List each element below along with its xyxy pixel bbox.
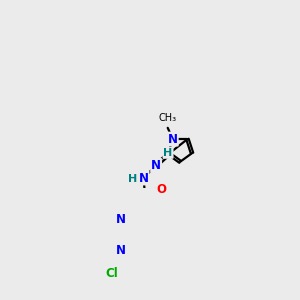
- Text: N: N: [139, 172, 148, 184]
- Text: CH₃: CH₃: [159, 113, 177, 123]
- Text: H: H: [128, 174, 137, 184]
- Text: H: H: [164, 148, 173, 158]
- Text: Cl: Cl: [105, 268, 118, 281]
- Text: N: N: [116, 213, 126, 226]
- Text: N: N: [116, 244, 126, 257]
- Text: N: N: [151, 159, 161, 172]
- Text: O: O: [156, 183, 166, 196]
- Text: N: N: [168, 133, 178, 146]
